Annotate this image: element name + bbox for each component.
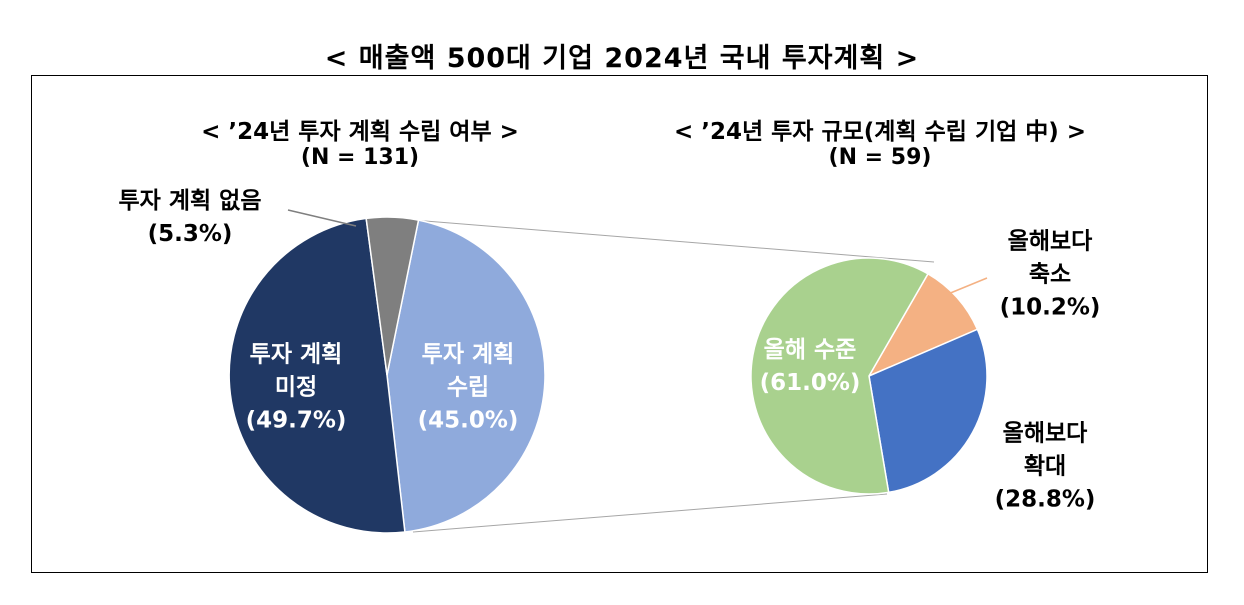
left-slice-2-label-0: 투자 계획 없음 <box>119 188 262 214</box>
right-slice-0-label-1: 축소 <box>1029 262 1071 288</box>
left-slice-1-label-0: 투자 계획 <box>250 342 343 368</box>
right-slice-1-label-1: 확대 <box>1024 454 1066 480</box>
left-slice-1-pct: (49.7%) <box>246 408 347 434</box>
right-slice-0-pct: (10.2%) <box>1000 295 1101 321</box>
left-pie-slice-2 <box>365 216 420 376</box>
right-chart-sample-size: (N = 59) <box>828 145 932 170</box>
left-slice-2-leader <box>287 209 357 227</box>
right-pie-slice-1 <box>868 328 988 494</box>
left-slice-1-label-1: 미정 <box>275 375 317 401</box>
left-slice-2-pct: (5.3%) <box>148 221 233 247</box>
left-pie-slice-1 <box>228 217 406 534</box>
right-pie-slice-0 <box>867 272 979 378</box>
right-slice-2-label-0: 올해 수준 <box>764 337 857 363</box>
left-slice-0-label-0: 투자 계획 <box>422 342 515 368</box>
left-chart-title: < ’24년 투자 계획 수립 여부 > <box>201 119 519 145</box>
right-slice-0-label-0: 올해보다 <box>1008 229 1093 255</box>
right-slice-1-pct: (28.8%) <box>995 487 1096 513</box>
left-slice-0-pct: (45.0%) <box>418 408 519 434</box>
right-slice-1-label-0: 올해보다 <box>1003 421 1088 447</box>
chart-frame <box>31 75 1208 573</box>
right-slice-0-leader <box>947 277 988 295</box>
right-slice-2-pct: (61.0%) <box>760 370 861 396</box>
left-pie-slice-0 <box>386 219 546 533</box>
left-chart-sample-size: (N = 131) <box>300 145 420 170</box>
left-slice-0-label-1: 수립 <box>447 375 489 401</box>
right-pie-slice-2 <box>750 257 930 495</box>
right-chart-title: < ’24년 투자 규모(계획 수립 기업 中) > <box>673 119 1087 145</box>
connector-line-top <box>412 219 935 263</box>
main-title: < 매출액 500대 기업 2024년 국내 투자계획 > <box>324 43 920 74</box>
connector-line-bottom <box>412 493 888 533</box>
